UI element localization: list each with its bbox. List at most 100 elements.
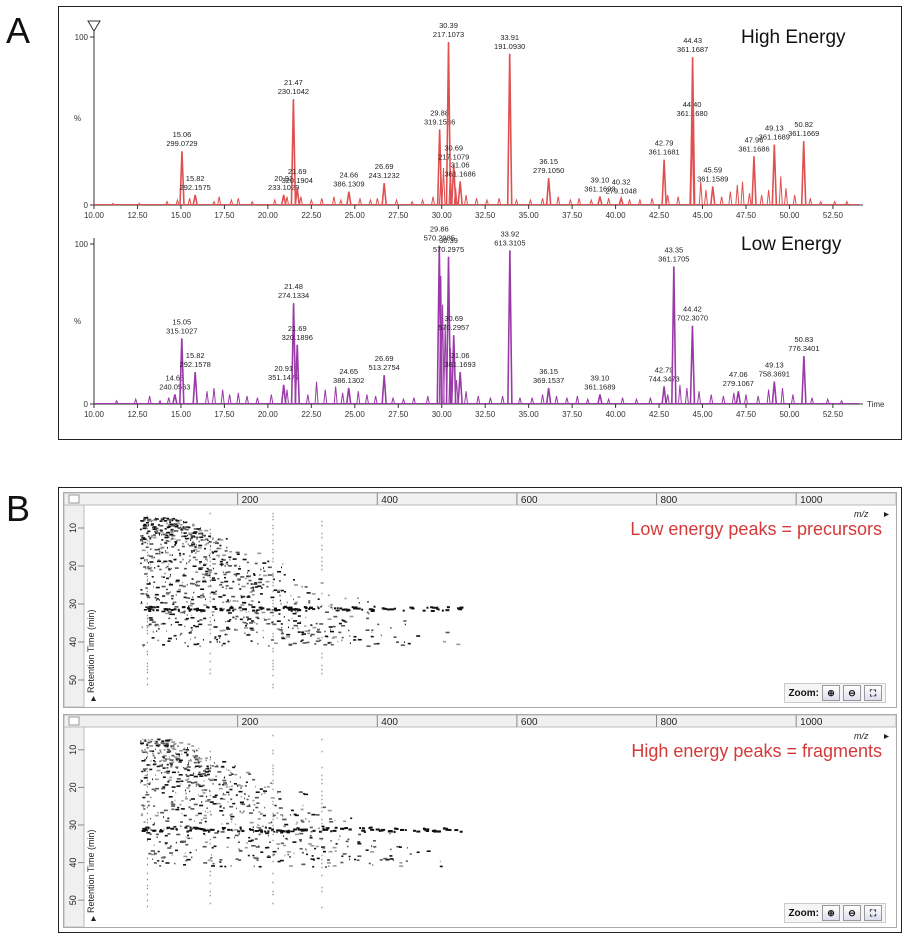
peak-dot [154,623,159,626]
peak-dot [192,524,196,527]
peak-dot [239,609,243,612]
zoom-in-icon[interactable]: ⊕ [822,685,840,701]
peak-dot [210,591,214,594]
peak-dot [229,805,234,808]
peak-dot [293,620,298,622]
peak-dot [195,814,199,817]
streak-dot [146,566,148,569]
peak-dot [205,759,207,762]
peak-dot [252,586,255,589]
peak-dot [198,785,203,788]
zoom-out-icon[interactable]: ⊖ [843,905,861,921]
streak-dot [209,668,211,671]
peak-dot [180,529,184,531]
peak-dot [332,636,337,638]
peak-dot [315,845,319,848]
peak-dot [222,779,227,782]
streak-dot [146,632,148,635]
minor-peak [517,397,522,405]
peak-dot [157,752,160,755]
peak-dot [248,604,253,606]
peak-dot [329,818,333,820]
streak-dot [272,524,274,527]
peak-dot [190,600,192,603]
peak-dot [202,592,204,595]
peak-dot [234,823,236,826]
peak-dot [219,539,224,541]
streak-dot [321,774,323,777]
peak-dot [255,785,257,788]
peak-dot [171,595,175,597]
peak-dot [248,622,253,624]
peak-dot [205,581,207,583]
peak-dot [356,597,359,600]
peak-dot [186,584,188,586]
peak-dot [141,549,146,552]
streak-dot [209,798,211,801]
zoom-in-icon[interactable]: ⊕ [822,905,840,921]
peak-dot [213,836,217,839]
minor-peak [825,397,830,405]
peak-dot [193,528,198,530]
peak-dot [186,645,189,648]
peak-dot [273,830,276,833]
heatmap-precursors[interactable]: 200 400 600 800 1000 m/z 10 20 30 40 50 Retention T… [63,492,897,708]
peak-dot [276,589,281,592]
peak-dot [146,764,149,766]
peak-dot [166,609,169,612]
band-dot [436,606,439,609]
streak-dot [209,810,211,813]
peak-dot [335,843,338,845]
peak-dot [207,569,212,571]
peak-dot [227,640,230,643]
peak-dot [172,519,174,522]
heatmap-fragments[interactable]: 200 400 600 800 1000 m/z 10 20 30 40 50 Retention T… [63,714,897,928]
peak-dot [209,764,211,767]
peak-dot [266,785,270,788]
peak-dot [154,517,156,520]
peak-dot [240,795,242,798]
band-dot [426,830,430,833]
zoom-out-icon[interactable]: ⊖ [843,685,861,701]
band-dot [177,608,180,611]
peak-dot [161,561,165,564]
peak-dot [203,780,205,782]
peak-dot [308,600,311,602]
peak-dot [166,739,171,741]
fit-icon[interactable]: ⛶ [864,905,882,921]
peak-dot [174,606,179,608]
peak-dot [308,629,311,632]
peak-dot [164,550,166,552]
band-dot [297,828,302,831]
peak-dot [250,583,253,585]
peak-dot [200,588,205,591]
peak-dot [164,542,168,544]
peak-dot [250,640,253,642]
peak-dot [270,639,274,641]
peak-dot [162,608,164,610]
peak-dot [179,803,182,806]
peak-dot [310,844,315,847]
streak-dot [272,833,274,836]
peak [346,191,352,206]
peak-dot [171,803,176,806]
peak-dot [342,620,346,622]
peak-dot [219,544,222,547]
peak-dot [204,574,208,576]
peak-dot [214,636,217,638]
streak-dot [321,906,323,909]
streak-dot [209,576,211,579]
peak-dot [186,526,188,529]
peak-dot [262,814,266,817]
peak-dot [221,644,223,647]
peak-dot [181,542,184,545]
peak-dot [273,589,278,592]
minor-peak [839,399,844,405]
peak-mass-label: 279.1048 [606,186,637,195]
peak-dot [310,858,315,860]
x-tick-label: 50.00 [779,211,800,220]
peak-dot [185,540,188,543]
peak-dot [153,805,156,807]
fit-icon[interactable]: ⛶ [864,685,882,701]
peak-dot [280,842,284,845]
